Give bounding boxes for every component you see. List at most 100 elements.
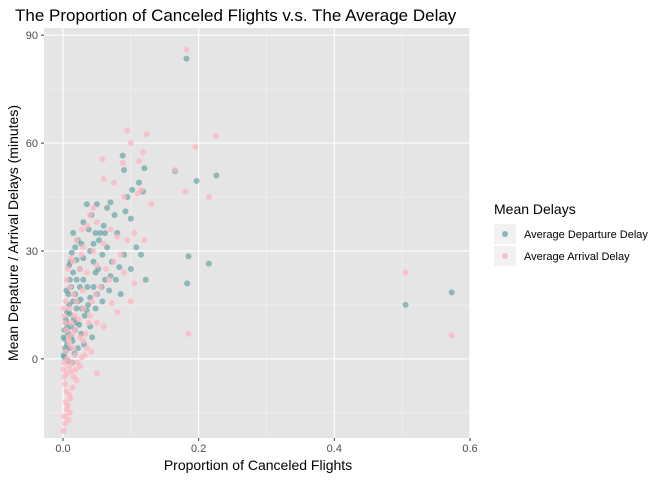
arrival-delay-point xyxy=(205,194,212,201)
arrival-delay-point xyxy=(70,291,77,298)
y-axis: 0 30 60 90 xyxy=(26,30,44,366)
arrival-delay-point xyxy=(192,143,199,150)
departure-delay-point xyxy=(402,301,409,308)
arrival-delay-point xyxy=(66,305,73,312)
data-points xyxy=(60,46,455,434)
arrival-delay-point xyxy=(81,352,88,359)
arrival-delay-point xyxy=(68,319,75,326)
arrival-delay-point xyxy=(85,319,92,326)
departure-delay-point xyxy=(111,212,118,219)
arrival-delay-point xyxy=(76,265,83,272)
arrival-delay-point xyxy=(131,280,138,287)
x-tick-label: 0.4 xyxy=(327,443,342,455)
departure-delay-point xyxy=(133,244,140,251)
departure-delay-point xyxy=(97,230,104,236)
departure-delay-point xyxy=(89,334,96,341)
departure-delay-point xyxy=(193,177,200,184)
arrival-delay-point xyxy=(62,381,69,388)
arrival-delay-point xyxy=(82,330,89,337)
arrival-delay-point xyxy=(93,370,100,377)
arrival-delay-point xyxy=(124,127,131,134)
departure-delay-point xyxy=(117,291,124,298)
departure-delay-point xyxy=(135,179,142,186)
y-axis-title: Mean Depature / Arrival Delays (minutes) xyxy=(5,105,21,361)
arrival-delay-point xyxy=(138,186,145,193)
arrival-delay-point xyxy=(61,312,68,319)
arrival-delay-point xyxy=(100,176,107,183)
arrival-delay-point xyxy=(80,337,87,344)
arrival-delay-point xyxy=(121,194,128,201)
arrival-delay-point xyxy=(61,413,68,420)
arrival-delay-point xyxy=(73,298,80,305)
departure-delay-point xyxy=(127,265,134,272)
y-tick-label: 30 xyxy=(26,246,38,258)
y-tick-label: 90 xyxy=(26,30,38,42)
arrival-delay-point xyxy=(100,323,107,330)
departure-delay-point xyxy=(213,172,220,179)
departure-delay-point xyxy=(205,260,212,267)
arrival-delay-point xyxy=(117,251,124,258)
departure-delay-point xyxy=(90,283,97,290)
arrival-delay-point xyxy=(89,298,96,305)
arrival-delay-point xyxy=(80,244,87,251)
departure-delay-point xyxy=(142,276,149,283)
departure-delay-point xyxy=(185,253,192,260)
arrival-delay-point xyxy=(64,265,71,272)
departure-delay-point xyxy=(116,264,123,271)
arrival-delay-point xyxy=(141,237,148,244)
arrival-delay-point xyxy=(124,237,131,244)
legend-marker-departure xyxy=(502,231,508,237)
departure-delay-point xyxy=(119,152,126,159)
arrival-delay-point xyxy=(75,316,82,323)
departure-delay-point xyxy=(100,222,107,229)
departure-delay-point xyxy=(138,251,145,258)
departure-delay-point xyxy=(80,276,87,283)
legend-label-arrival: Average Arrival Delay xyxy=(524,251,630,263)
arrival-delay-point xyxy=(62,348,69,355)
arrival-delay-point xyxy=(63,327,70,334)
arrival-delay-point xyxy=(110,179,117,186)
arrival-delay-point xyxy=(61,359,68,366)
arrival-delay-point xyxy=(66,283,73,290)
departure-delay-point xyxy=(121,167,128,174)
departure-delay-point xyxy=(70,230,77,236)
arrival-delay-point xyxy=(131,230,138,236)
arrival-delay-point xyxy=(90,247,97,254)
departure-delay-point xyxy=(104,204,111,211)
arrival-delay-point xyxy=(100,240,107,247)
departure-delay-point xyxy=(84,283,91,290)
x-axis: 0.0 0.2 0.4 0.6 xyxy=(55,438,478,455)
arrival-delay-point xyxy=(119,159,126,166)
arrival-delay-point xyxy=(212,132,219,139)
arrival-delay-point xyxy=(63,276,70,283)
departure-delay-point xyxy=(81,312,88,319)
departure-delay-point xyxy=(73,276,80,283)
departure-delay-point xyxy=(95,237,102,244)
departure-delay-point xyxy=(99,251,106,258)
x-axis-title: Proportion of Canceled Flights xyxy=(164,457,352,473)
arrival-delay-point xyxy=(114,233,121,240)
arrival-delay-point xyxy=(68,359,75,366)
departure-delay-point xyxy=(68,249,75,256)
arrival-delay-point xyxy=(63,370,70,377)
arrival-delay-point xyxy=(87,212,94,219)
legend-marker-arrival xyxy=(502,253,508,259)
arrival-delay-point xyxy=(67,395,74,402)
departure-delay-point xyxy=(90,240,97,247)
arrival-delay-point xyxy=(183,46,190,53)
arrival-delay-point xyxy=(127,298,134,305)
arrival-delay-point xyxy=(71,312,78,319)
arrival-delay-point xyxy=(107,226,114,233)
departure-delay-point xyxy=(83,201,90,208)
arrival-delay-point xyxy=(66,337,73,344)
arrival-delay-point xyxy=(65,417,72,424)
x-tick-label: 0.2 xyxy=(191,443,206,455)
departure-delay-point xyxy=(72,244,79,251)
x-tick-label: 0.0 xyxy=(55,443,70,455)
arrival-delay-point xyxy=(78,251,85,258)
departure-delay-point xyxy=(106,287,113,294)
arrival-delay-point xyxy=(69,330,76,337)
arrival-delay-point xyxy=(92,291,99,298)
departure-delay-point xyxy=(73,305,80,312)
legend-label-departure: Average Departure Delay xyxy=(524,229,648,241)
